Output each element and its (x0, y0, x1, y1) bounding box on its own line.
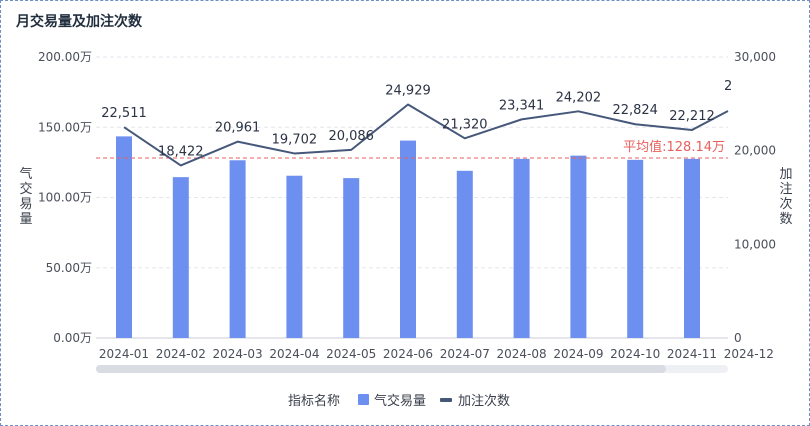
line-data-label: 20,961 (215, 121, 261, 136)
bar (570, 155, 587, 338)
y-axis-right-label: 加注次数 (779, 167, 793, 227)
line-data-label: 18,422 (158, 144, 204, 159)
line-series (123, 103, 729, 167)
bar (172, 177, 189, 338)
x-tick-label: 2024-06 (383, 347, 433, 361)
chart-svg: 0.00万 50.00万 100.00万 150.00万 200.00万 0 10,000 2… (38, 50, 776, 361)
line-data-label: 23,341 (499, 98, 545, 113)
chart-scrollbar[interactable] (96, 365, 728, 373)
bar (513, 158, 530, 338)
y-tick-left: 0.00万 (53, 331, 92, 345)
x-tick-label: 2024-12 (724, 347, 774, 361)
line-data-label: 24,929 (385, 83, 431, 98)
chart-scrollbar-thumb[interactable] (96, 365, 666, 373)
bar (116, 136, 132, 338)
legend-line-label: 加注次数 (458, 394, 511, 409)
bar (684, 158, 700, 338)
legend-line-swatch (440, 397, 452, 402)
y-tick-right: 20,000 (734, 144, 776, 158)
x-tick-label: 2024-02 (156, 347, 206, 361)
line-data-label: 22,824 (612, 103, 658, 118)
x-tick-label: 2024-03 (213, 347, 263, 361)
line-data-label: 24,202 (556, 90, 602, 105)
line-data-label: 19,702 (272, 132, 318, 147)
line-data-label: 22,212 (669, 109, 715, 124)
y-tick-left: 100.00万 (38, 191, 92, 205)
line-data-label: 2 (724, 79, 732, 94)
legend: 指标名称 气交易量 加注次数 (1, 390, 810, 409)
bar (627, 159, 644, 338)
bar (343, 178, 360, 338)
y-tick-left: 50.00万 (46, 261, 92, 275)
x-tick-label: 2024-08 (497, 347, 547, 361)
bar (456, 170, 473, 338)
x-tick-label: 2024-05 (326, 347, 376, 361)
bar (286, 175, 303, 338)
line-data-label: 22,511 (101, 106, 147, 121)
bar (400, 140, 416, 338)
legend-title: 指标名称 (287, 394, 340, 409)
legend-bar-label: 气交易量 (373, 394, 426, 409)
bar (229, 160, 246, 338)
legend-bar-swatch (357, 394, 369, 405)
line-data-label: 21,320 (442, 117, 488, 132)
legend-item-line[interactable]: 加注次数 (440, 390, 510, 409)
x-tick-label: 2024-11 (667, 347, 717, 361)
x-tick-label: 2024-04 (269, 347, 319, 361)
y-tick-right: 30,000 (734, 50, 776, 64)
x-tick-label: 2024-07 (440, 347, 490, 361)
legend-item-bar[interactable]: 气交易量 (357, 390, 426, 409)
x-tick-label: 2024-09 (553, 347, 603, 361)
chart-title: 月交易量及加注次数 (16, 14, 142, 30)
line-data-label: 20,086 (328, 129, 374, 144)
average-label: 平均值:128.14万 (623, 139, 725, 155)
x-tick-label: 2024-10 (610, 347, 660, 361)
y-tick-right: 0 (734, 331, 742, 345)
x-tick-label: 2024-01 (99, 347, 149, 361)
y-tick-left: 150.00万 (38, 120, 92, 134)
y-axis-left-label: 气交易量 (19, 167, 33, 227)
y-tick-left: 200.00万 (38, 50, 92, 64)
y-tick-right: 10,000 (734, 237, 776, 251)
